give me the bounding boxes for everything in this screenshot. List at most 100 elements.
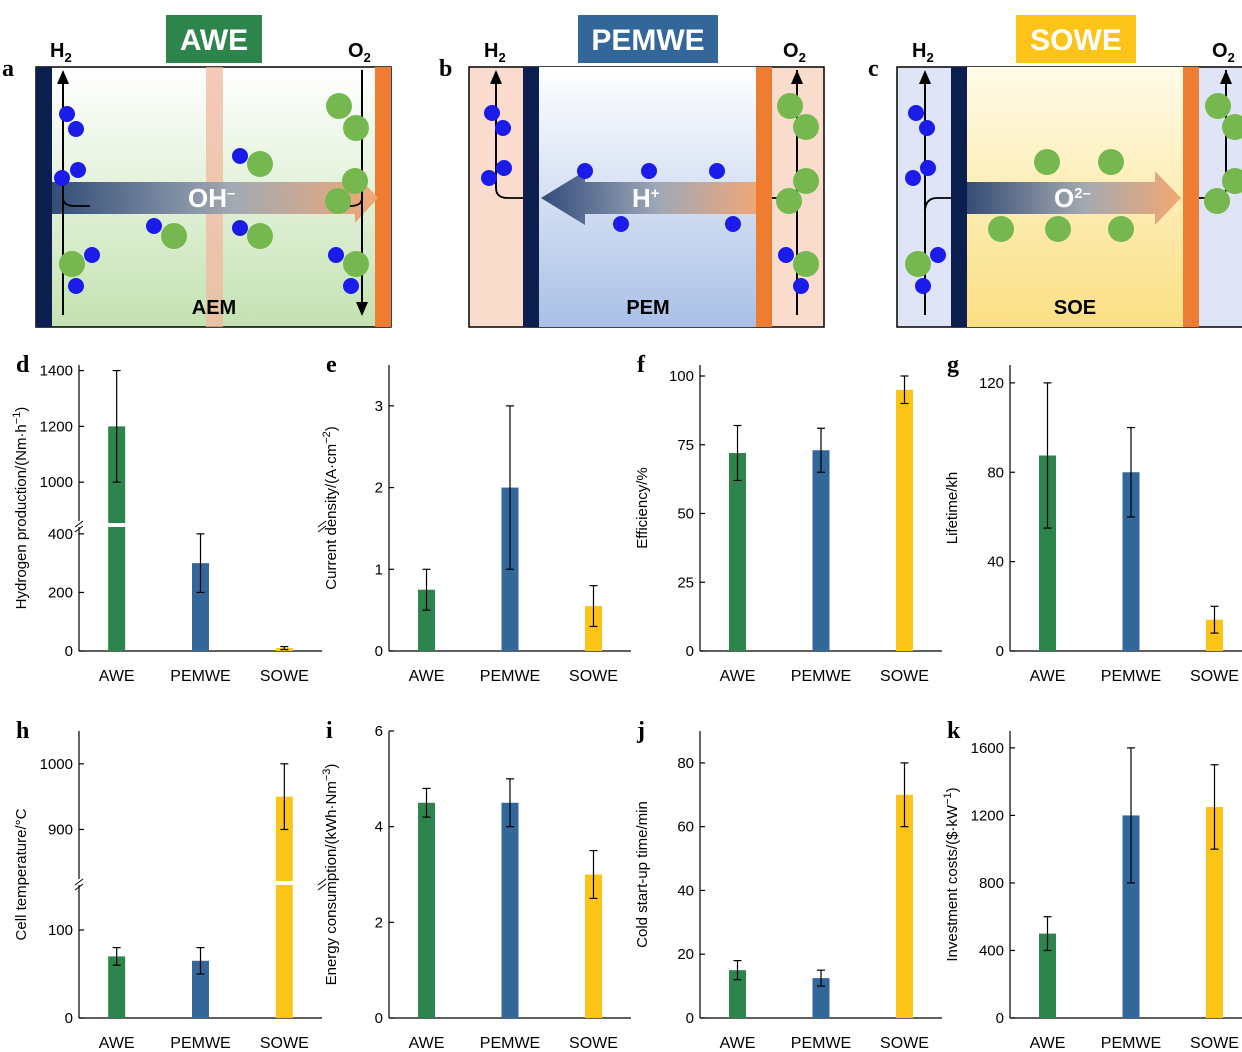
schematic-pemwe: b H+ H2 O2 PEMWE PEM (439, 15, 825, 328)
panel-label-c: c (868, 56, 879, 82)
h2-bubble (778, 247, 794, 263)
h2-bubble (905, 170, 921, 186)
bar-awe (1039, 455, 1057, 651)
chart-panel-e: e 0 1 2 3 Current density/(A·cm−2) AWE PEMWE SOW… (321, 352, 631, 685)
y-tick-label: 50 (677, 506, 694, 523)
o2-bubble (793, 251, 819, 277)
axis-break-mark (74, 525, 84, 533)
bubbles-pemwe (481, 93, 819, 294)
bar-break (107, 523, 127, 528)
y-tick-label: 900 (48, 821, 73, 838)
axis-break-mark (317, 878, 327, 886)
y-tick-label: 400 (979, 942, 1004, 959)
h2-bubble (908, 105, 924, 121)
h2-bubble (343, 278, 359, 294)
y-tick-label: 80 (987, 464, 1004, 481)
y-tick-label: 20 (677, 946, 694, 963)
axis-break-mark (317, 883, 327, 891)
o2-bubble (1222, 168, 1242, 194)
y-axis-label: Efficiency/% (634, 467, 651, 548)
panel-label-d: d (16, 352, 30, 378)
o2-bubble (1205, 93, 1231, 119)
y-tick-label: 2 (375, 480, 383, 497)
h2-bubble (930, 247, 946, 263)
o2-bubble (793, 114, 819, 140)
y-tick-label: 75 (677, 437, 694, 454)
y-tick-label: 0 (996, 1010, 1004, 1027)
o2-bubble (247, 223, 273, 249)
category-label: PEMWE (791, 668, 851, 685)
y-tick-label: 1200 (40, 418, 73, 435)
h2-bubble (725, 216, 741, 232)
y-tick-label: 120 (979, 375, 1004, 392)
chart-panel-f: f 0 25 50 75 100 Efficiency/% AWE PEMWE SOWE (634, 352, 942, 685)
y-tick-label: 0 (686, 643, 694, 660)
h2-bubble (496, 160, 512, 176)
o2-bubble (1034, 149, 1060, 175)
category-label: PEMWE (480, 1035, 540, 1052)
bar-sowe (895, 389, 913, 651)
chart-panel-j: j 0 20 40 60 80 Cold start-up time/min AWE PEMWE… (634, 718, 942, 1052)
membrane-label-soe: SOE (1054, 297, 1096, 319)
y-tick-label: 0 (375, 1010, 383, 1027)
title-sowe: SOWE (1030, 24, 1122, 57)
o2-bubble (1045, 216, 1071, 242)
title-box-awe (166, 15, 262, 63)
panel-label-i: i (326, 718, 333, 744)
h2-bubble (59, 106, 75, 122)
o2-arrow-icon (356, 302, 368, 316)
category-label: PEMWE (170, 668, 230, 685)
h2-bubble (641, 163, 657, 179)
y-axis-label: Hydrogen production/(Nm·h−1) (11, 407, 30, 610)
chart-panel-g: g 0 40 80 120 Lifetime/kh AWE PEMWE SOWE (944, 352, 1242, 685)
category-label: SOWE (260, 668, 309, 685)
o2-bubble (343, 251, 369, 277)
category-label: SOWE (1190, 668, 1239, 685)
o2-bubble (793, 168, 819, 194)
o2-arrow-icon (791, 70, 803, 84)
o2-bubble (342, 168, 368, 194)
y-tick-label: 1200 (971, 807, 1004, 824)
o2-bubble (776, 188, 802, 214)
bar-awe (108, 956, 126, 1018)
y-tick-label: 60 (677, 819, 694, 836)
y-tick-label: 1000 (40, 756, 73, 773)
h2-branch (924, 197, 951, 213)
chart-panel-i: i 0 2 4 6 Energy consumption/(kWh·Nm−3) AWE PEM… (321, 718, 631, 1052)
h2-branch (62, 197, 90, 207)
axis-break-mark (317, 520, 327, 528)
cathode-electrode (36, 67, 52, 327)
h2-bubble (920, 160, 936, 176)
h2-bubble (146, 218, 162, 234)
bar-awe (729, 970, 747, 1018)
y-axis-label: Lifetime/kh (944, 472, 961, 545)
category-label: AWE (1030, 1035, 1066, 1052)
bar-pemwe (1122, 815, 1140, 1018)
o2-label: O2 (783, 40, 806, 65)
h2-bubble (84, 247, 100, 263)
y-tick-label: 0 (996, 643, 1004, 660)
y-tick-label: 3 (375, 398, 383, 415)
bar-sowe (584, 606, 602, 651)
title-pemwe: PEMWE (591, 24, 704, 57)
h2-bubble (68, 278, 84, 294)
bar-awe (418, 589, 436, 651)
cathode-electrode (951, 67, 967, 327)
bar-sowe (275, 796, 293, 1018)
h2-arrow-icon (57, 70, 69, 84)
ion-arrow (541, 171, 756, 225)
category-label: AWE (720, 1035, 756, 1052)
category-label: AWE (409, 668, 445, 685)
o2-bubble (59, 251, 85, 277)
bar-pemwe (812, 978, 830, 1018)
h2-bubble (793, 278, 809, 294)
y-tick-label: 1 (375, 561, 383, 578)
category-label: AWE (409, 1035, 445, 1052)
bubbles-awe (54, 93, 369, 294)
bar-pemwe (1122, 472, 1140, 651)
y-tick-label: 40 (987, 554, 1004, 571)
y-tick-label: 80 (677, 755, 694, 772)
y-tick-label: 100 (669, 368, 694, 385)
category-label: SOWE (1190, 1035, 1239, 1052)
